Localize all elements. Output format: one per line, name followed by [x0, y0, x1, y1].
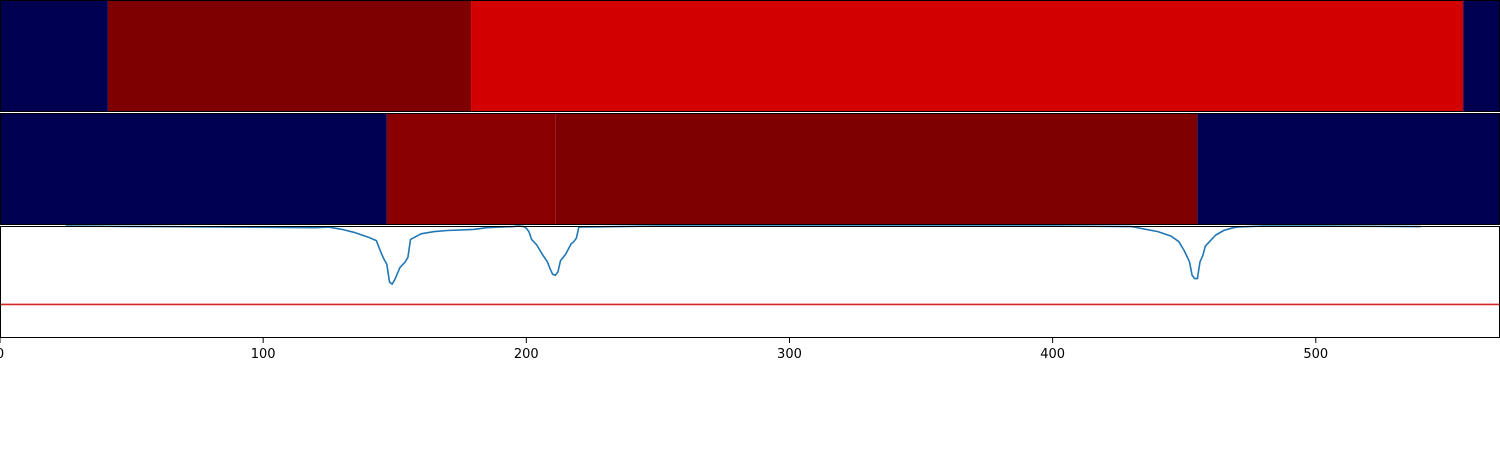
x-tick-label-4: 400 — [1040, 347, 1065, 362]
x-tick-label-5: 500 — [1303, 347, 1328, 362]
x-axis: 0 100 200 300 400 500 — [0, 338, 1328, 362]
x-tick-label-0: 0 — [0, 347, 4, 362]
heatmap-cell-0-0 — [0, 0, 108, 112]
line-plot-panel — [0, 225, 1500, 306]
x-tick-label-1: 100 — [251, 347, 276, 362]
heatmap-cell-0-1 — [107, 0, 472, 112]
heatmap-cell-0-3 — [1463, 0, 1500, 112]
heatmap-cell-1-2 — [555, 113, 1198, 225]
heatmap-cell-1-3 — [1197, 113, 1500, 225]
heatmap-cell-1-1 — [386, 113, 556, 225]
middle-heatmap-strip — [0, 113, 1500, 225]
x-tick-label-2: 200 — [514, 347, 539, 362]
heatmap-cell-1-0 — [0, 113, 387, 225]
x-tick-label-3: 300 — [777, 347, 802, 362]
heatmap-cell-0-2 — [471, 0, 1464, 112]
top-heatmap-strip — [0, 0, 1500, 112]
series-line-0 — [65, 225, 1422, 286]
